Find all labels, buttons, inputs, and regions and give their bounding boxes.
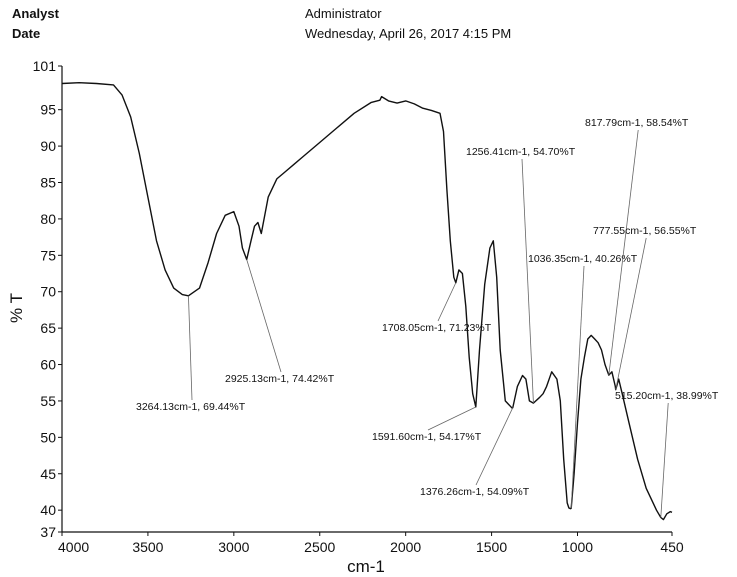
x-tick-label-5: 1500: [476, 539, 507, 555]
report-timestamp: Wednesday, April 26, 2017 4:15 PM: [305, 26, 512, 41]
annotation-leader-a7: [570, 265, 585, 509]
y-axis-label: % T: [7, 293, 26, 323]
annotation-leader-a8: [608, 129, 639, 376]
chart-series: [61, 82, 673, 521]
x-tick-label-1: 3500: [132, 539, 163, 555]
annotation-leader-a6: [521, 158, 534, 404]
annotation-leader-a2: [246, 259, 282, 373]
annotation-label-a9: 777.55cm-1, 56.55%T: [593, 225, 697, 237]
y-tick-label-3: 50: [40, 429, 56, 445]
annotation-leader-a4: [427, 406, 477, 431]
annotation-leader-a10: [660, 402, 669, 518]
chart-ticks: 37 40 45 50 55 60 65 70 75 80 85 90 95 101 4000 3500 300…: [33, 58, 684, 555]
y-tick-label-1: 40: [40, 502, 56, 518]
annotation-label-a10: 515.20cm-1, 38.99%T: [615, 390, 719, 402]
x-tick-label-6: 1000: [562, 539, 593, 555]
x-tick-label-0: 4000: [58, 539, 89, 555]
annotation-label-a8: 817.79cm-1, 58.54%T: [585, 117, 689, 129]
y-tick-label-5: 60: [40, 357, 56, 373]
annotation-label-a1: 3264.13cm-1, 69.44%T: [136, 401, 246, 413]
annotation-leader-a9: [615, 237, 647, 390]
date-label: Date: [12, 26, 41, 41]
spectrum-line-0: [61, 82, 673, 521]
x-axis-label: cm-1: [347, 557, 385, 576]
chart-annotations: 3264.13cm-1, 69.44%T 2925.13cm-1, 74.42%T…: [136, 117, 719, 518]
annotation-leader-a3: [437, 282, 457, 322]
annotation-label-a2: 2925.13cm-1, 74.42%T: [225, 373, 335, 385]
x-tick-label-7: 450: [660, 539, 684, 555]
y-tick-label-11: 90: [40, 138, 56, 154]
x-tick-label-4: 2000: [390, 539, 421, 555]
annotation-label-a5: 1376.26cm-1, 54.09%T: [420, 486, 530, 498]
y-tick-label-9: 80: [40, 211, 56, 227]
y-tick-label-4: 55: [40, 393, 56, 409]
chart-axes: [61, 66, 672, 533]
y-tick-label-13: 101: [33, 58, 57, 74]
operator-name: Administrator: [305, 6, 382, 21]
y-tick-label-2: 45: [40, 466, 56, 482]
analyst-label: Analyst: [12, 6, 59, 21]
y-tick-label-12: 95: [40, 102, 56, 118]
annotation-leader-a1: [188, 295, 193, 401]
annotation-label-a6: 1256.41cm-1, 54.70%T: [466, 146, 576, 158]
y-tick-label-7: 70: [40, 284, 56, 300]
annotation-label-a3: 1708.05cm-1, 71.23%T: [382, 322, 492, 334]
y-tick-label-10: 85: [40, 175, 56, 191]
annotation-leader-a5: [475, 407, 514, 486]
y-tick-label-6: 65: [40, 320, 56, 336]
y-tick-label-0: 37: [40, 524, 56, 540]
annotation-label-a4: 1591.60cm-1, 54.17%T: [372, 431, 482, 443]
x-tick-label-3: 2500: [304, 539, 335, 555]
annotation-label-a7: 1036.35cm-1, 40.26%T: [528, 253, 638, 265]
y-tick-label-8: 75: [40, 247, 56, 263]
x-tick-label-2: 3000: [218, 539, 249, 555]
